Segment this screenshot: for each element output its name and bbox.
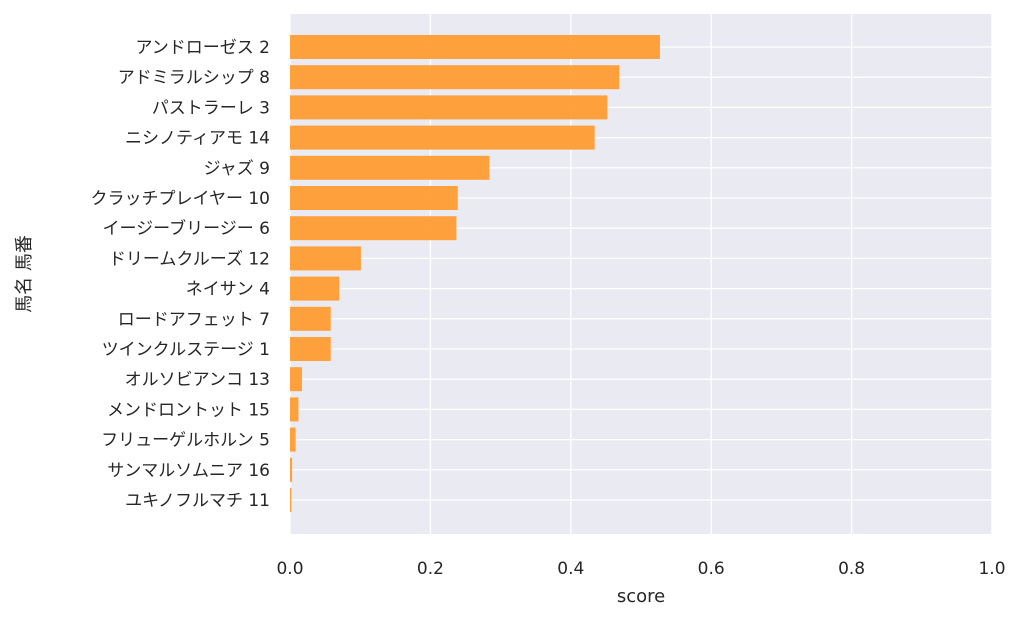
y-tick-label: ツインクルステージ 1 — [102, 340, 270, 360]
y-tick-labels: アンドローゼス 2 アドミラルシップ 8 パストラーレ 3 ニシノティアモ 14 ジャズ… — [90, 38, 270, 511]
y-axis-label: 馬名 馬番 — [14, 235, 35, 313]
bar — [290, 397, 299, 422]
y-tick-label: ロードアフェット 7 — [118, 310, 270, 330]
bar — [290, 276, 340, 301]
bar — [290, 306, 331, 331]
bar — [290, 337, 331, 361]
bar — [290, 488, 292, 512]
bar — [290, 125, 595, 150]
x-tick-labels: 0.0 0.2 0.4 0.6 0.8 1.0 — [276, 559, 1005, 579]
bar — [290, 155, 490, 180]
bars — [290, 35, 660, 512]
bar — [290, 427, 296, 452]
x-tick-label: 1.0 — [978, 559, 1005, 579]
x-tick-label: 0.0 — [276, 559, 303, 579]
y-tick-label: ユキノフルマチ 11 — [125, 491, 270, 511]
y-tick-label: クラッチプレイヤー 10 — [90, 189, 270, 209]
bar — [290, 186, 458, 210]
y-tick-label: イージーブリージー 6 — [102, 218, 270, 239]
y-tick-label: オルソビアンコ 13 — [125, 370, 270, 390]
bar — [290, 65, 620, 90]
bar — [290, 216, 457, 241]
y-tick-label: アンドローゼス 2 — [135, 38, 270, 58]
y-tick-label: メンドロントット 15 — [107, 400, 270, 420]
y-tick-label: ニシノティアモ 14 — [125, 129, 270, 149]
x-tick-label: 0.8 — [838, 559, 865, 579]
bar — [290, 95, 608, 120]
y-tick-label: ネイサン 4 — [186, 280, 270, 300]
x-tick-label: 0.2 — [417, 559, 444, 579]
y-tick-label: アドミラルシップ 8 — [118, 68, 270, 88]
y-tick-label: ジャズ 9 — [204, 159, 270, 179]
y-tick-label: サンマルソムニア 16 — [107, 461, 270, 481]
plot-area — [290, 14, 992, 534]
x-axis-label: score — [617, 586, 665, 607]
y-tick-label: パストラーレ 3 — [152, 98, 270, 118]
x-tick-label: 0.4 — [557, 559, 584, 579]
bar — [290, 457, 293, 482]
y-tick-label: ドリームクルーズ 12 — [109, 249, 270, 269]
bar — [290, 246, 361, 271]
y-tick-label: フリューゲルホルン 5 — [101, 431, 270, 451]
bar — [290, 367, 302, 392]
bar — [290, 35, 660, 59]
x-tick-label: 0.6 — [698, 559, 725, 579]
